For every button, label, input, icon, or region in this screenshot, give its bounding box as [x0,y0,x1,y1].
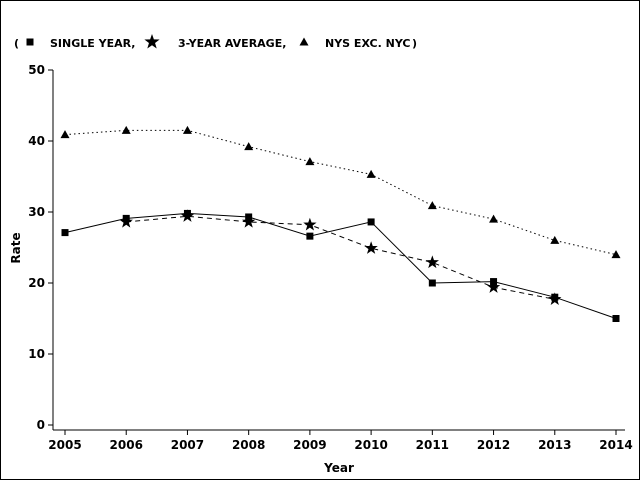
data-point-triangle [611,250,621,259]
x-tick-label: 2007 [171,438,204,452]
data-point-triangle [489,214,499,223]
x-tick-label: 2008 [232,438,265,452]
data-point-star [548,292,562,305]
data-point-triangle [427,201,437,210]
series-triangle [60,125,621,259]
x-tick-label: 2006 [110,438,143,452]
x-tick-label: 2013 [538,438,571,452]
data-point-square [367,218,375,226]
legend-marker-square [26,38,34,46]
series-square [61,209,620,322]
data-point-triangle [550,235,560,244]
legend-label: 3-YEAR AVERAGE, [178,37,286,50]
x-tick-label: 2009 [293,438,326,452]
y-tick-label: 40 [28,134,45,148]
x-tick-label: 2012 [477,438,510,452]
data-point-square [306,232,314,240]
data-point-star [425,255,439,269]
series-line [126,215,555,300]
data-point-star [364,241,378,254]
y-tick-label: 50 [28,63,45,77]
data-point-star [180,209,195,222]
legend: ( ) SINGLE YEAR, 3-YEAR AVERAGE, NYS EXC. … [14,34,417,50]
y-tick-label: 0 [37,418,45,432]
data-point-square [428,279,436,287]
series-line [64,212,617,319]
data-point-triangle [366,169,376,178]
data-point-square [61,229,69,237]
data-point-triangle [121,125,131,134]
legend-open-paren: ( [14,37,19,50]
data-point-triangle [60,130,70,139]
y-tick-label: 20 [28,276,45,290]
y-axis-label: Rate [9,232,23,263]
x-tick-label: 2005 [48,438,81,452]
legend-marker-triangle [299,37,309,46]
series-line [64,129,617,256]
data-point-star [119,214,133,228]
axes [48,69,625,435]
series-star [119,209,562,305]
data-point-star [303,217,317,231]
data-point-star [242,214,256,228]
legend-label: NYS EXC. NYC [325,37,410,50]
data-point-triangle [305,157,315,166]
y-tick-label: 30 [28,205,45,219]
legend-label: SINGLE YEAR, [50,37,135,50]
x-tick-label: 2010 [354,438,387,452]
x-tick-label: 2011 [416,438,449,452]
data-point-square [612,315,620,322]
x-axis-label: Year [323,461,354,475]
tick-labels: 0 10 20 30 40 50 2005 2006 2007 2008 2009 2010 2011 2… [28,63,632,452]
data-point-triangle [182,125,192,134]
x-tick-label: 2014 [599,438,632,452]
y-tick-label: 10 [28,347,45,361]
legend-marker-star [144,34,160,49]
data-point-triangle [244,142,254,151]
data-point-star [486,280,501,293]
series-layer [60,125,621,322]
legend-close-paren: ) [412,37,417,50]
